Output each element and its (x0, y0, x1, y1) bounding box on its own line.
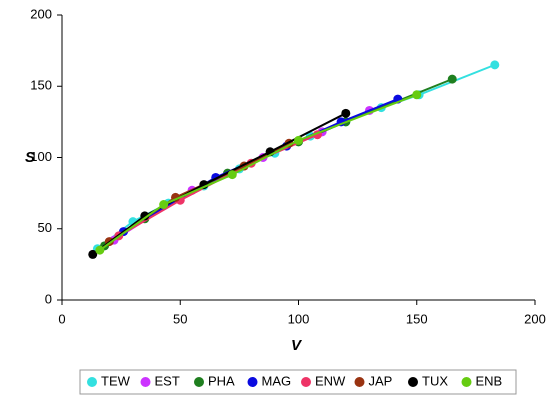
legend-label: EST (155, 373, 180, 388)
x-tick-label: 100 (288, 311, 310, 326)
data-point (140, 211, 150, 221)
legend-marker (354, 377, 365, 387)
legend-label: TUX (422, 373, 448, 388)
x-tick-label: 150 (406, 311, 428, 326)
data-point (490, 60, 500, 70)
series-line (104, 78, 453, 247)
data-point (95, 245, 105, 255)
data-point (159, 200, 169, 210)
legend-marker (301, 377, 311, 387)
legend-marker (194, 377, 204, 387)
legend-marker (408, 377, 418, 387)
y-tick-label: 50 (38, 220, 52, 235)
data-point (294, 135, 303, 145)
legend-label: JAP (369, 373, 393, 388)
x-axis-label: V (291, 337, 303, 354)
legend-marker (461, 377, 472, 387)
legend-label: ENB (476, 373, 503, 388)
legend-label: PHA (208, 373, 235, 388)
data-point (341, 108, 351, 118)
legend-marker (87, 377, 97, 387)
x-tick-label: 50 (173, 311, 187, 326)
legend-box (79, 369, 517, 395)
series-line (113, 109, 370, 241)
y-tick-label: 100 (30, 149, 52, 164)
series-line (99, 93, 418, 251)
legend-marker (247, 377, 258, 387)
y-tick-label: 200 (30, 6, 52, 21)
data-point (88, 249, 98, 259)
legend-label: MAG (262, 373, 292, 388)
data-point (447, 74, 457, 84)
x-tick-label: 0 (58, 311, 65, 326)
legend-marker (140, 377, 151, 387)
y-axis-label: S (25, 149, 35, 166)
series-line (96, 63, 496, 250)
data-point (227, 170, 237, 180)
y-tick-label: 150 (30, 78, 52, 93)
legend-label: ENW (315, 373, 346, 388)
legend-label: TEW (101, 373, 131, 388)
data-point (412, 90, 422, 100)
y-tick-label: 0 (45, 291, 52, 306)
x-tick-label: 200 (524, 311, 546, 326)
